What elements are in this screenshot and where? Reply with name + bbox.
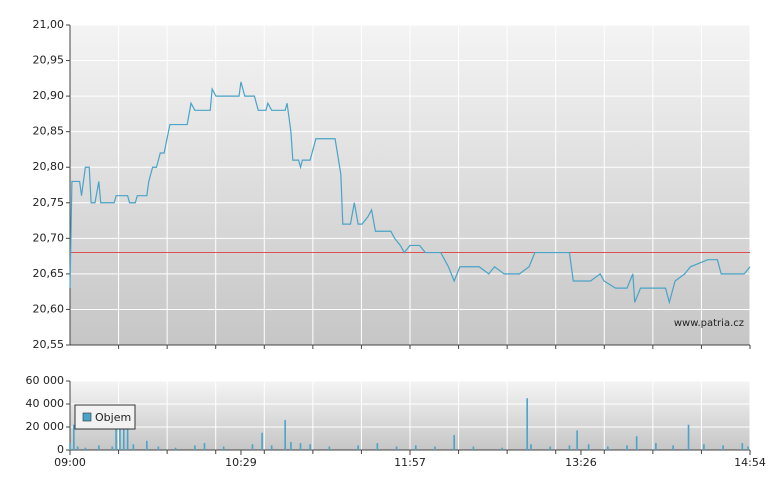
y-tick-label: 20,65 bbox=[33, 267, 65, 280]
volume-bar bbox=[722, 445, 724, 450]
y-tick-label: 20,80 bbox=[33, 160, 65, 173]
volume-bar bbox=[672, 445, 674, 450]
volume-bar bbox=[174, 447, 177, 450]
volume-bar bbox=[299, 443, 302, 450]
y-tick-label: 20,95 bbox=[33, 54, 65, 67]
watermark: www.patria.cz bbox=[674, 318, 744, 329]
volume-bar bbox=[73, 424, 75, 450]
volume-bar bbox=[453, 435, 455, 450]
y-tick-label: 60 000 bbox=[26, 374, 65, 387]
volume-bar bbox=[115, 429, 117, 450]
y-tick-label: 20 000 bbox=[26, 420, 65, 433]
volume-bar bbox=[290, 441, 292, 450]
volume-bar bbox=[126, 429, 129, 450]
x-tick-label: 13:26 bbox=[565, 456, 597, 469]
volume-bar bbox=[261, 432, 263, 450]
x-tick-label: 10:29 bbox=[225, 456, 257, 469]
volume-bar bbox=[328, 446, 331, 450]
volume-bar bbox=[84, 447, 87, 450]
volume-bar bbox=[568, 445, 571, 450]
volume-bar bbox=[270, 445, 273, 450]
volume-bar bbox=[222, 446, 225, 450]
volume-bar bbox=[703, 444, 705, 450]
volume-bar bbox=[251, 444, 254, 450]
volume-bar bbox=[655, 443, 657, 450]
y-tick-label: 20,85 bbox=[33, 125, 65, 138]
y-tick-label: 0 bbox=[57, 443, 64, 456]
volume-bar bbox=[747, 446, 749, 450]
volume-bar bbox=[376, 443, 379, 450]
volume-bar bbox=[501, 447, 504, 450]
volume-bar bbox=[132, 444, 135, 450]
y-tick-label: 40 000 bbox=[26, 397, 65, 410]
y-tick-label: 21,00 bbox=[33, 18, 65, 31]
legend-swatch bbox=[82, 412, 92, 422]
volume-bar bbox=[576, 430, 578, 450]
volume-bar bbox=[76, 446, 79, 450]
volume-bar bbox=[741, 443, 744, 450]
volume-bar bbox=[122, 429, 125, 450]
volume-bar bbox=[119, 429, 121, 450]
volume-bar bbox=[526, 398, 528, 450]
volume-bar bbox=[587, 444, 590, 450]
y-tick-label: 20,70 bbox=[33, 231, 65, 244]
y-tick-label: 20,60 bbox=[33, 302, 65, 315]
volume-bar bbox=[309, 444, 311, 450]
y-tick-label: 20,55 bbox=[33, 338, 65, 351]
volume-bar bbox=[395, 446, 398, 450]
volume-bar bbox=[98, 445, 100, 450]
volume-bar bbox=[157, 446, 160, 450]
volume-bar bbox=[472, 446, 475, 450]
x-tick-label: 11:57 bbox=[394, 456, 426, 469]
x-tick-label: 09:00 bbox=[54, 456, 86, 469]
volume-bar bbox=[626, 445, 628, 450]
volume-bar bbox=[687, 424, 690, 450]
volume-bar bbox=[530, 444, 532, 450]
volume-bar bbox=[549, 446, 552, 450]
volume-bar bbox=[635, 436, 638, 450]
volume-bar bbox=[194, 445, 196, 450]
volume-bar bbox=[203, 443, 206, 450]
volume-bar bbox=[284, 420, 286, 450]
volume-bar bbox=[607, 446, 609, 450]
volume-bar bbox=[69, 443, 71, 450]
volume-bar bbox=[111, 446, 114, 450]
price-line bbox=[69, 81, 751, 305]
y-tick-label: 20,75 bbox=[33, 196, 65, 209]
y-tick-label: 20,90 bbox=[33, 89, 65, 102]
x-tick-label: 14:54 bbox=[734, 456, 766, 469]
volume-bar bbox=[357, 445, 359, 450]
volume-bar bbox=[434, 446, 436, 450]
volume-bar bbox=[414, 445, 417, 450]
volume-bar bbox=[146, 440, 148, 450]
legend-label: Objem bbox=[95, 411, 131, 424]
